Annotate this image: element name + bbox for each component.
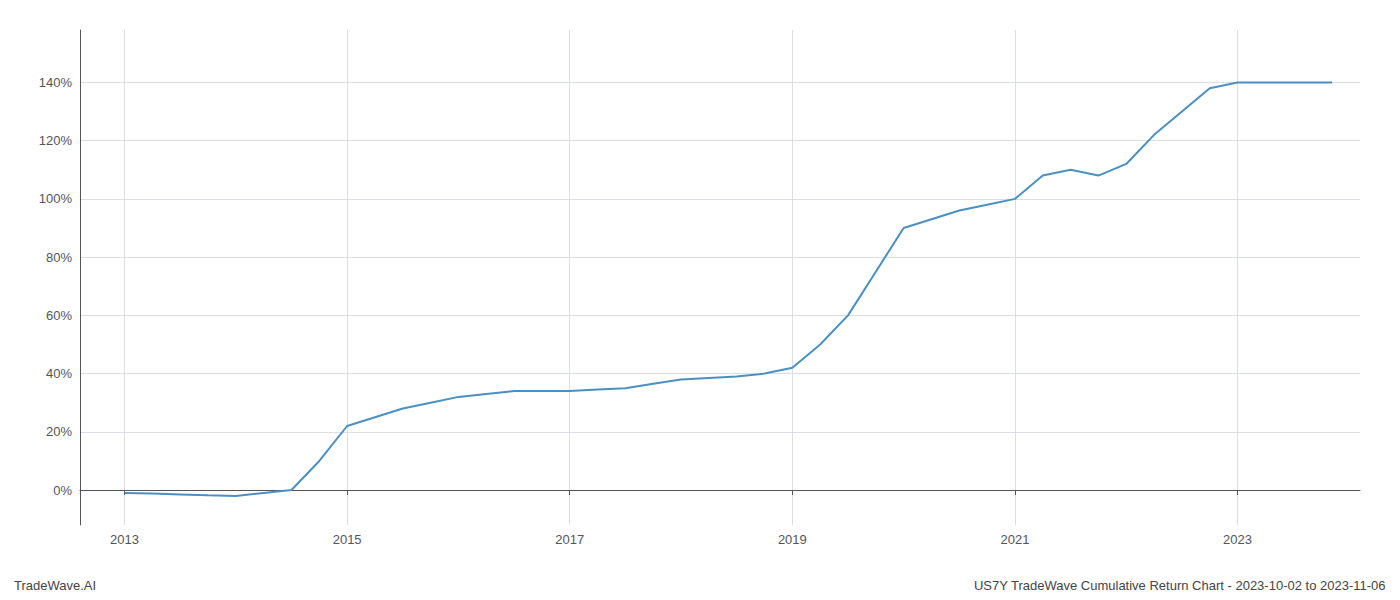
svg-text:2017: 2017 [555,532,584,547]
svg-text:US7Y TradeWave Cumulative Retu: US7Y TradeWave Cumulative Return Chart -… [974,578,1386,593]
svg-text:40%: 40% [46,366,72,381]
svg-text:0%: 0% [53,483,72,498]
svg-text:2019: 2019 [778,532,807,547]
svg-text:TradeWave.AI: TradeWave.AI [14,578,96,593]
svg-text:2015: 2015 [333,532,362,547]
svg-text:2021: 2021 [1000,532,1029,547]
svg-text:60%: 60% [46,308,72,323]
svg-text:100%: 100% [39,191,73,206]
svg-text:120%: 120% [39,133,73,148]
svg-text:80%: 80% [46,250,72,265]
svg-text:20%: 20% [46,424,72,439]
svg-text:2013: 2013 [110,532,139,547]
svg-text:2023: 2023 [1223,532,1252,547]
svg-text:140%: 140% [39,75,73,90]
